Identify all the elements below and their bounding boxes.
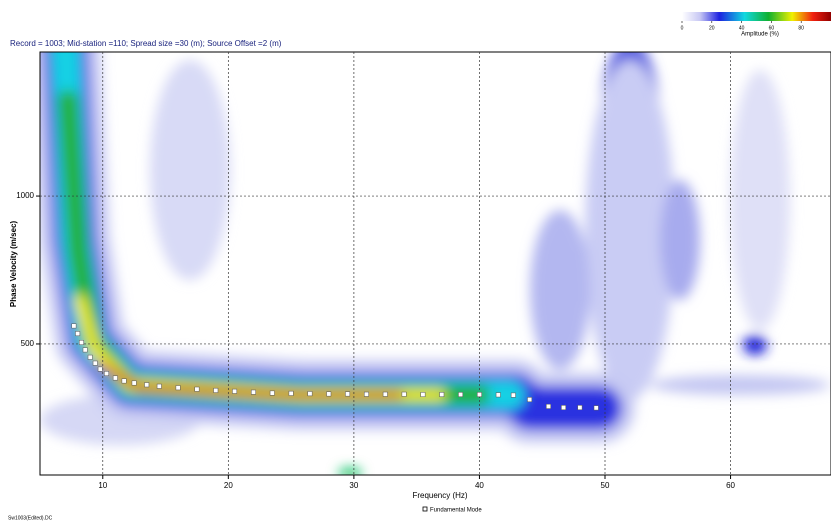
- data-point: [476, 392, 482, 397]
- y-tick-label: 1000: [16, 191, 34, 200]
- colorbar: [682, 12, 831, 21]
- data-point: [269, 390, 275, 396]
- data-point: [175, 385, 181, 391]
- data-point: [75, 331, 81, 337]
- x-tick-label: 30: [349, 481, 358, 490]
- data-point: [104, 371, 109, 376]
- data-point: [194, 386, 200, 392]
- x-tick-label: 60: [726, 481, 735, 490]
- colorbar-tick-label: 80: [798, 25, 804, 31]
- data-point: [232, 388, 238, 394]
- x-tick-label: 10: [98, 481, 107, 490]
- chart-title: Record = 1003; Mid-station =110; Spread …: [10, 39, 282, 48]
- dispersion-image: [40, 52, 830, 475]
- data-point: [87, 354, 93, 360]
- data-point: [345, 391, 351, 397]
- legend-marker: [422, 506, 428, 512]
- data-point: [82, 347, 88, 353]
- data-point: [92, 360, 98, 366]
- data-point: [593, 405, 599, 411]
- data-point: [97, 366, 103, 372]
- data-point: [250, 389, 256, 395]
- x-tick-label: 20: [224, 481, 233, 490]
- x-tick-label: 50: [601, 481, 610, 490]
- data-point: [121, 378, 127, 384]
- data-point: [577, 405, 583, 411]
- colorbar-tick-label: 0: [681, 25, 684, 31]
- data-point: [510, 392, 516, 398]
- data-point: [213, 387, 219, 393]
- data-point: [458, 392, 464, 397]
- colorbar-tick-label: 40: [739, 25, 745, 31]
- data-point: [527, 397, 533, 403]
- legend-label: Fundamental Mode: [430, 508, 482, 514]
- data-point: [307, 391, 313, 397]
- y-tick-label: 500: [21, 339, 35, 348]
- data-point: [382, 391, 388, 397]
- data-point: [420, 392, 426, 397]
- x-axis-label: Frequency (Hz): [412, 491, 467, 500]
- data-point: [546, 403, 551, 409]
- data-point: [561, 405, 567, 411]
- colorbar-tick-label: 20: [709, 25, 715, 31]
- data-point: [112, 375, 118, 381]
- data-point: [78, 340, 84, 345]
- plot-frame: [39, 51, 831, 476]
- data-point: [288, 390, 294, 396]
- data-point: [71, 323, 77, 329]
- data-point: [131, 380, 137, 386]
- data-point: [495, 392, 501, 398]
- data-point: [439, 392, 445, 397]
- x-tick-label: 40: [475, 481, 484, 490]
- data-point: [156, 383, 162, 389]
- file-label: Sw1003(Edited).DC: [8, 515, 53, 521]
- data-point: [401, 391, 407, 397]
- colorbar-tick-label: 60: [769, 25, 775, 31]
- data-point: [144, 382, 150, 388]
- data-point: [363, 391, 369, 397]
- colorbar-label: Amplitude (%): [741, 32, 779, 38]
- data-point: [326, 391, 332, 397]
- y-axis-label: Phase Velocity (m/sec): [9, 221, 18, 308]
